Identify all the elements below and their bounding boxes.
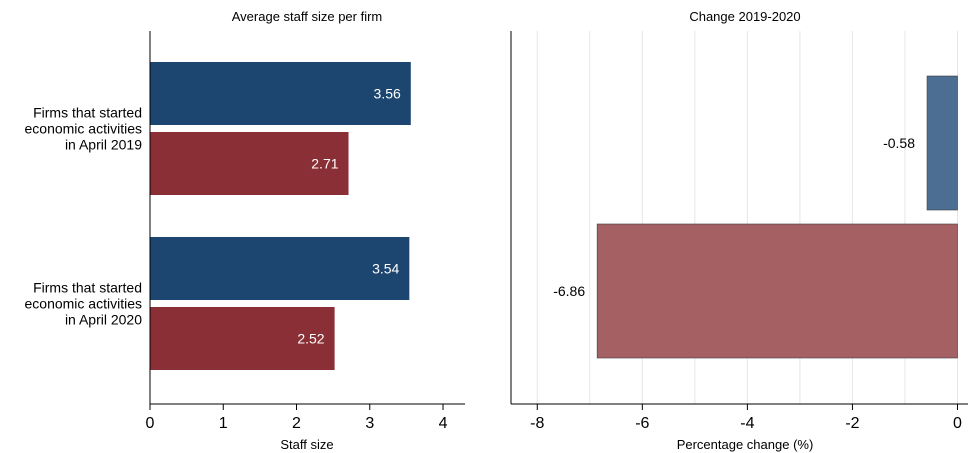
left-x-axis-label: Staff size bbox=[280, 437, 333, 452]
left-bar-cat1-s0 bbox=[150, 237, 410, 300]
right-x-tick-label: -8 bbox=[530, 415, 544, 432]
right-x-tick-label: -6 bbox=[635, 415, 649, 432]
right-x-tick-label: -4 bbox=[740, 415, 754, 432]
left-bars: 3.56 2.71 3.54 2.52 bbox=[150, 62, 411, 370]
right-chart-title: Change 2019-2020 bbox=[689, 9, 800, 24]
left-bar-label-cat1-s1: 2.52 bbox=[297, 331, 324, 347]
left-bar-label-cat0-s0: 3.56 bbox=[374, 86, 401, 102]
right-x-axis-label: Percentage change (%) bbox=[677, 437, 814, 452]
left-x-tick-label: 2 bbox=[292, 415, 301, 432]
left-x-tick-label: 4 bbox=[439, 415, 448, 432]
left-bar-cat1-s1 bbox=[150, 307, 335, 370]
left-x-tick-label: 3 bbox=[365, 415, 374, 432]
left-category-label-0-line0: Firms that started bbox=[33, 105, 142, 121]
left-category-label-1-line1: economic activities bbox=[25, 296, 143, 312]
left-category-label-0-line2: in April 2019 bbox=[65, 137, 142, 153]
right-panel: Change 2019-2020 -0.58 -6.86 -8 -6 -4 -2 0 Pe… bbox=[510, 9, 968, 452]
left-bar-cat0-s1 bbox=[150, 132, 349, 195]
left-category-label-1-line2: in April 2020 bbox=[65, 312, 142, 328]
right-x-tick-label: -2 bbox=[845, 415, 859, 432]
right-x-tick-label: 0 bbox=[953, 415, 962, 432]
right-bars: -0.58 -6.86 bbox=[553, 75, 958, 359]
left-category-label-1-line0: Firms that started bbox=[33, 280, 142, 296]
right-bar-0 bbox=[926, 75, 958, 211]
left-x-tick-label: 0 bbox=[146, 415, 155, 432]
right-x-ticks: -8 -6 -4 -2 0 bbox=[530, 404, 962, 432]
right-bar-label-0: -0.58 bbox=[883, 135, 915, 151]
right-bar-label-1: -6.86 bbox=[553, 283, 585, 299]
left-chart-title: Average staff size per firm bbox=[232, 9, 383, 24]
left-panel: Average staff size per firm 3.56 2.71 3.54… bbox=[25, 9, 465, 452]
right-bar-1 bbox=[596, 223, 958, 359]
left-category-label-0-line1: economic activities bbox=[25, 121, 143, 137]
left-x-ticks: 0 1 2 3 4 bbox=[146, 404, 448, 432]
left-bar-label-cat0-s1: 2.71 bbox=[311, 156, 338, 172]
left-bar-label-cat1-s0: 3.54 bbox=[372, 261, 399, 277]
left-x-tick-label: 1 bbox=[219, 415, 228, 432]
left-bar-cat0-s0 bbox=[150, 62, 411, 125]
